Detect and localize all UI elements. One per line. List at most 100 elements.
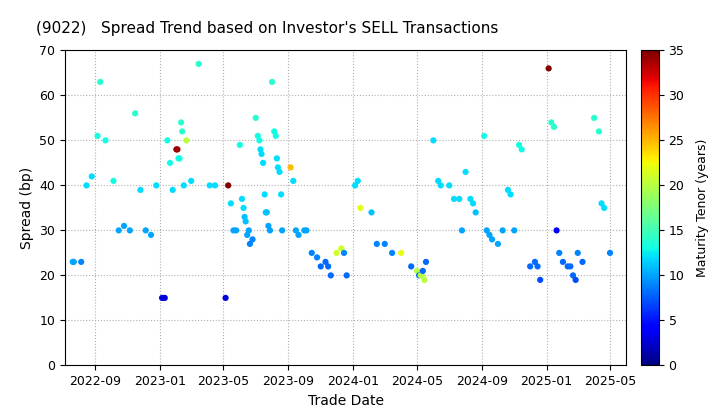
Point [118, 223, 130, 229]
Point [306, 249, 318, 256]
Point [454, 196, 465, 202]
Point [293, 231, 305, 238]
Point [171, 146, 183, 153]
Point [176, 119, 187, 126]
Text: (9022)   Spread Trend based on Investor's SELL Transactions: (9022) Spread Trend based on Investor's … [36, 21, 498, 36]
Point [588, 115, 600, 121]
Point [204, 182, 215, 189]
Point [433, 178, 444, 184]
Point [604, 249, 616, 256]
Point [276, 227, 288, 234]
Point [68, 259, 79, 265]
Y-axis label: Maturity Tenor (years): Maturity Tenor (years) [696, 139, 708, 277]
Point [336, 245, 347, 252]
Point [275, 191, 287, 198]
Point [320, 259, 331, 265]
Point [222, 182, 234, 189]
Point [181, 137, 192, 144]
Point [456, 227, 468, 234]
Point [532, 263, 544, 270]
Point [86, 173, 97, 180]
Point [464, 196, 476, 202]
Point [225, 200, 237, 207]
Point [256, 150, 267, 157]
Point [534, 276, 546, 283]
Point [81, 182, 92, 189]
Point [349, 182, 361, 189]
Point [257, 160, 269, 166]
Point [135, 186, 146, 193]
Point [108, 178, 120, 184]
Point [156, 294, 168, 301]
Point [467, 200, 479, 207]
Point [405, 263, 417, 270]
Point [159, 294, 171, 301]
Point [444, 182, 455, 189]
Point [497, 227, 508, 234]
Point [186, 178, 197, 184]
Point [572, 249, 583, 256]
Point [287, 178, 299, 184]
Point [178, 182, 189, 189]
Point [113, 227, 125, 234]
Point [562, 263, 573, 270]
Point [418, 276, 430, 283]
Point [502, 186, 513, 193]
Point [352, 178, 364, 184]
Point [325, 272, 336, 279]
Point [315, 263, 326, 270]
Point [415, 272, 426, 279]
Point [263, 223, 274, 229]
Point [387, 249, 398, 256]
Point [355, 205, 366, 211]
Point [164, 160, 176, 166]
Point [272, 164, 284, 171]
Point [173, 155, 184, 162]
Point [167, 186, 179, 193]
Point [250, 115, 261, 121]
Point [481, 227, 492, 234]
Point [228, 227, 239, 234]
Point [271, 155, 283, 162]
Point [243, 227, 255, 234]
Point [366, 209, 377, 216]
Point [420, 259, 432, 265]
Point [413, 272, 425, 279]
Point [564, 263, 576, 270]
Point [266, 79, 278, 85]
Point [193, 60, 204, 67]
Point [323, 263, 334, 270]
Point [478, 133, 490, 139]
Point [470, 209, 482, 216]
Point [234, 142, 246, 148]
Point [492, 241, 504, 247]
Point [259, 191, 271, 198]
Point [238, 205, 249, 211]
Point [261, 209, 273, 216]
Point [548, 123, 559, 130]
Point [176, 128, 188, 135]
Point [508, 227, 520, 234]
Point [301, 227, 312, 234]
Point [100, 137, 112, 144]
Point [516, 146, 528, 153]
Point [554, 249, 565, 256]
Point [595, 200, 607, 207]
Point [428, 137, 439, 144]
Point [551, 227, 562, 234]
Point [577, 259, 588, 265]
Point [338, 249, 350, 256]
X-axis label: Trade Date: Trade Date [307, 394, 384, 408]
Point [341, 272, 352, 279]
Point [140, 227, 151, 234]
Point [331, 249, 343, 256]
Point [449, 196, 460, 202]
Point [299, 227, 310, 234]
Point [247, 236, 258, 243]
Point [567, 272, 579, 279]
Point [171, 146, 182, 153]
Point [484, 231, 495, 238]
Point [290, 227, 302, 234]
Point [546, 119, 557, 126]
Point [416, 272, 428, 279]
